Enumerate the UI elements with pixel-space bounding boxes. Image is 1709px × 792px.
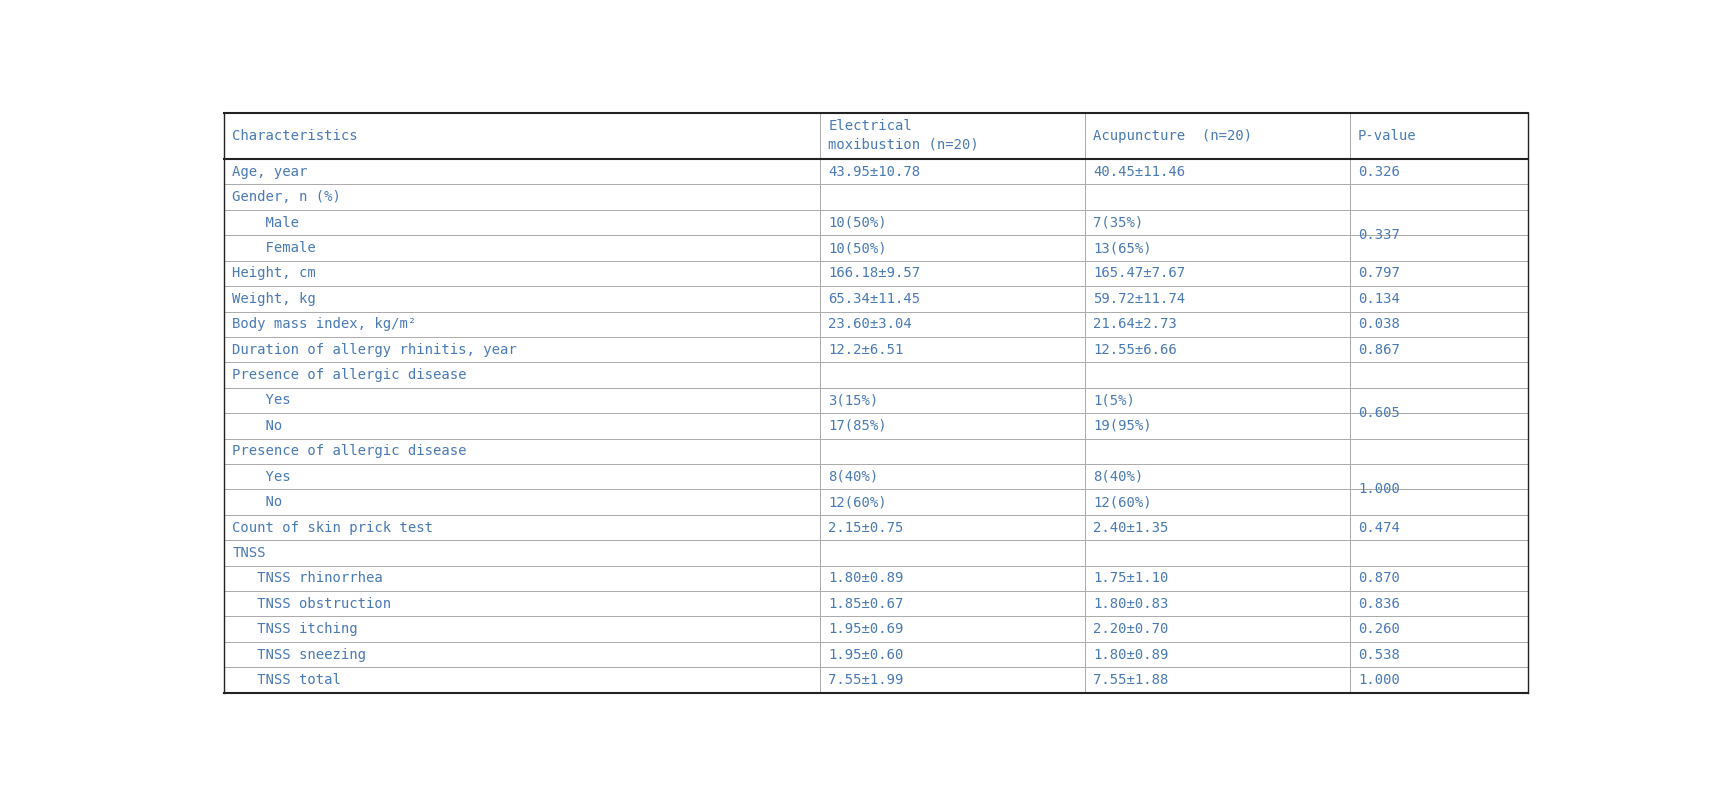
Text: 0.474: 0.474 [1359, 520, 1400, 535]
Text: 8(40%): 8(40%) [829, 470, 878, 484]
Text: 1.85±0.67: 1.85±0.67 [829, 596, 904, 611]
Text: 1.75±1.10: 1.75±1.10 [1094, 571, 1169, 585]
Text: 0.038: 0.038 [1359, 318, 1400, 331]
Text: 8(40%): 8(40%) [1094, 470, 1143, 484]
Text: Weight, kg: Weight, kg [232, 291, 316, 306]
Text: Yes: Yes [232, 394, 291, 407]
Bar [224, 261, 1528, 286]
Bar [224, 439, 1528, 464]
Bar [224, 388, 1528, 413]
Text: 1.80±0.83: 1.80±0.83 [1094, 596, 1169, 611]
Bar [224, 363, 1528, 388]
Text: 1.95±0.69: 1.95±0.69 [829, 623, 904, 636]
Text: 166.18±9.57: 166.18±9.57 [829, 266, 921, 280]
Text: 65.34±11.45: 65.34±11.45 [829, 291, 921, 306]
Text: 2.40±1.35: 2.40±1.35 [1094, 520, 1169, 535]
Text: 19(95%): 19(95%) [1094, 419, 1152, 433]
Text: Electrical
moxibustion (n=20): Electrical moxibustion (n=20) [829, 120, 979, 152]
Text: No: No [232, 495, 282, 509]
Text: 0.797: 0.797 [1359, 266, 1400, 280]
Text: TNSS rhinorrhea: TNSS rhinorrhea [232, 571, 383, 585]
Text: 0.867: 0.867 [1359, 343, 1400, 356]
Bar [224, 668, 1528, 693]
Text: TNSS sneezing: TNSS sneezing [232, 648, 366, 661]
Text: 165.47±7.67: 165.47±7.67 [1094, 266, 1186, 280]
Text: 1.95±0.60: 1.95±0.60 [829, 648, 904, 661]
Text: 0.337: 0.337 [1359, 228, 1400, 242]
Text: 1.000: 1.000 [1359, 482, 1400, 497]
Text: Characteristics: Characteristics [232, 129, 357, 143]
Text: 10(50%): 10(50%) [829, 241, 887, 255]
Bar [224, 464, 1528, 489]
Text: Female: Female [232, 241, 316, 255]
Text: 0.870: 0.870 [1359, 571, 1400, 585]
Bar [224, 489, 1528, 515]
Bar [224, 591, 1528, 616]
Bar [224, 185, 1528, 210]
Bar [224, 235, 1528, 261]
Text: 3(15%): 3(15%) [829, 394, 878, 407]
Text: Male: Male [232, 215, 299, 230]
Text: 23.60±3.04: 23.60±3.04 [829, 318, 913, 331]
Text: 59.72±11.74: 59.72±11.74 [1094, 291, 1186, 306]
Text: 1.80±0.89: 1.80±0.89 [1094, 648, 1169, 661]
Text: 40.45±11.46: 40.45±11.46 [1094, 165, 1186, 179]
Text: 0.538: 0.538 [1359, 648, 1400, 661]
Text: 1.80±0.89: 1.80±0.89 [829, 571, 904, 585]
Text: Age, year: Age, year [232, 165, 308, 179]
Text: 12.2±6.51: 12.2±6.51 [829, 343, 904, 356]
Bar [224, 616, 1528, 642]
Text: 12(60%): 12(60%) [829, 495, 887, 509]
Text: 7.55±1.99: 7.55±1.99 [829, 673, 904, 687]
Text: Body mass index, kg/m²: Body mass index, kg/m² [232, 318, 417, 331]
Bar [224, 413, 1528, 439]
Bar [224, 113, 1528, 159]
Bar [224, 210, 1528, 235]
Bar [224, 515, 1528, 540]
Bar [224, 565, 1528, 591]
Bar [224, 337, 1528, 363]
Text: 1.000: 1.000 [1359, 673, 1400, 687]
Text: 0.836: 0.836 [1359, 596, 1400, 611]
Text: Presence of allergic disease: Presence of allergic disease [232, 368, 467, 382]
Text: 7.55±1.88: 7.55±1.88 [1094, 673, 1169, 687]
Text: 0.326: 0.326 [1359, 165, 1400, 179]
Text: TNSS itching: TNSS itching [232, 623, 357, 636]
Text: Gender, n (%): Gender, n (%) [232, 190, 342, 204]
Text: No: No [232, 419, 282, 433]
Bar [224, 286, 1528, 311]
Text: 0.605: 0.605 [1359, 406, 1400, 421]
Text: Presence of allergic disease: Presence of allergic disease [232, 444, 467, 459]
Text: 21.64±2.73: 21.64±2.73 [1094, 318, 1178, 331]
Text: Count of skin prick test: Count of skin prick test [232, 520, 432, 535]
Text: Yes: Yes [232, 470, 291, 484]
Text: Duration of allergy rhinitis, year: Duration of allergy rhinitis, year [232, 343, 516, 356]
Text: Acupuncture  (n=20): Acupuncture (n=20) [1094, 129, 1253, 143]
Text: 12(60%): 12(60%) [1094, 495, 1152, 509]
Text: Height, cm: Height, cm [232, 266, 316, 280]
Text: 12.55±6.66: 12.55±6.66 [1094, 343, 1178, 356]
Text: 1(5%): 1(5%) [1094, 394, 1135, 407]
Text: 43.95±10.78: 43.95±10.78 [829, 165, 921, 179]
Text: 2.20±0.70: 2.20±0.70 [1094, 623, 1169, 636]
Bar [224, 311, 1528, 337]
Text: 0.134: 0.134 [1359, 291, 1400, 306]
Text: 17(85%): 17(85%) [829, 419, 887, 433]
Text: 10(50%): 10(50%) [829, 215, 887, 230]
Text: TNSS total: TNSS total [232, 673, 342, 687]
Bar [224, 642, 1528, 668]
Bar [224, 159, 1528, 185]
Text: TNSS: TNSS [232, 546, 265, 560]
Text: TNSS obstruction: TNSS obstruction [232, 596, 391, 611]
Text: 7(35%): 7(35%) [1094, 215, 1143, 230]
Text: 0.260: 0.260 [1359, 623, 1400, 636]
Text: P-value: P-value [1359, 129, 1417, 143]
Text: 2.15±0.75: 2.15±0.75 [829, 520, 904, 535]
Bar [224, 540, 1528, 565]
Text: 13(65%): 13(65%) [1094, 241, 1152, 255]
